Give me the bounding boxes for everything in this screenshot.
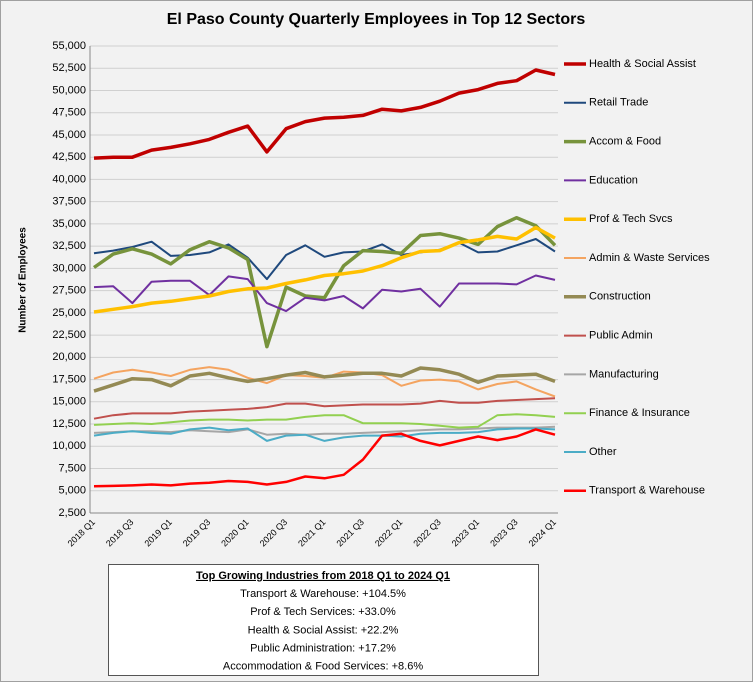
annotation-line: Health & Social Assist: +22.2% bbox=[248, 624, 399, 636]
series-line bbox=[93, 238, 556, 281]
y-tick-label: 45,000 bbox=[52, 129, 86, 141]
y-tick-label: 47,500 bbox=[52, 107, 86, 119]
y-axis-label: Number of Employees bbox=[18, 227, 29, 333]
legend-label: Transport & Warehouse bbox=[589, 485, 705, 497]
series-line bbox=[93, 425, 556, 436]
annotation-line: Transport & Warehouse: +104.5% bbox=[240, 588, 406, 600]
legend-label: Other bbox=[589, 446, 617, 458]
y-tick-label: 50,000 bbox=[52, 84, 86, 96]
series-line bbox=[93, 426, 556, 442]
y-tick-label: 27,500 bbox=[52, 285, 86, 297]
y-tick-label: 2,500 bbox=[58, 507, 86, 519]
y-tick-label: 42,500 bbox=[52, 151, 86, 163]
series-line bbox=[93, 366, 556, 393]
series-line bbox=[93, 397, 556, 420]
series-line bbox=[93, 428, 556, 488]
y-tick-label: 40,000 bbox=[52, 173, 86, 185]
y-tick-label: 30,000 bbox=[52, 262, 86, 274]
legend-label: Accom & Food bbox=[589, 136, 661, 148]
annotation-line: Prof & Tech Services: +33.0% bbox=[250, 606, 396, 618]
series-line bbox=[92, 215, 557, 349]
legend-label: Manufacturing bbox=[589, 368, 659, 380]
y-tick-label: 32,500 bbox=[52, 240, 86, 252]
series-line bbox=[93, 68, 556, 160]
legend-label: Construction bbox=[589, 291, 651, 303]
legend-label: Finance & Insurance bbox=[589, 407, 690, 419]
y-tick-label: 5,000 bbox=[58, 485, 86, 497]
y-tick-label: 17,500 bbox=[52, 373, 86, 385]
annotation-line: Accommodation & Food Services: +8.6% bbox=[223, 661, 423, 673]
series-line bbox=[93, 225, 556, 314]
y-tick-label: 10,000 bbox=[52, 440, 86, 452]
chart-title: El Paso County Quarterly Employees in To… bbox=[167, 11, 586, 28]
annotation-title: Top Growing Industries from 2018 Q1 to 2… bbox=[196, 570, 450, 582]
legend-label: Health & Social Assist bbox=[589, 58, 696, 70]
annotation-line: Public Administration: +17.2% bbox=[250, 643, 396, 655]
legend-label: Admin & Waste Services bbox=[589, 252, 710, 264]
y-tick-label: 25,000 bbox=[52, 307, 86, 319]
legend-label: Retail Trade bbox=[589, 97, 648, 109]
legend-label: Education bbox=[589, 174, 638, 186]
legend-label: Prof & Tech Svcs bbox=[589, 213, 673, 225]
series-line bbox=[93, 274, 556, 313]
y-tick-label: 52,500 bbox=[52, 62, 86, 74]
y-tick-label: 12,500 bbox=[52, 418, 86, 430]
y-tick-label: 7,500 bbox=[58, 462, 86, 474]
annotation-box bbox=[108, 564, 539, 676]
y-tick-label: 22,500 bbox=[52, 329, 86, 341]
y-tick-label: 15,000 bbox=[52, 396, 86, 408]
y-tick-label: 20,000 bbox=[52, 351, 86, 363]
series-line bbox=[93, 413, 556, 429]
y-tick-label: 55,000 bbox=[52, 40, 86, 52]
legend-label: Public Admin bbox=[589, 330, 653, 342]
y-tick-label: 37,500 bbox=[52, 196, 86, 208]
y-tick-label: 35,000 bbox=[52, 218, 86, 230]
